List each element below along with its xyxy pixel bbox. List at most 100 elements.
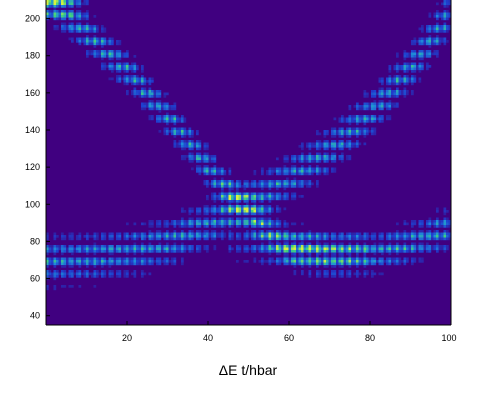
- heatmap-cell: [333, 132, 337, 136]
- heatmap-cell: [308, 152, 312, 156]
- heatmap-cell: [86, 17, 89, 21]
- heatmap-cell: [346, 157, 349, 161]
- heatmap-cell: [238, 247, 242, 251]
- heatmap-cell: [156, 235, 159, 238]
- heatmap-cell: [73, 272, 77, 276]
- heatmap-cell: [316, 272, 319, 276]
- heatmap-cell: [421, 237, 424, 241]
- heatmap-cell: [126, 235, 129, 238]
- heatmap-cell: [268, 240, 272, 243]
- heatmap-cell: [271, 170, 274, 173]
- heatmap-cell: [211, 182, 214, 186]
- heatmap-cell: [208, 167, 212, 171]
- heatmap-cell: [148, 92, 152, 96]
- heatmap-cell: [446, 225, 449, 228]
- heatmap-cell: [326, 160, 329, 163]
- heatmap-cell: [298, 245, 302, 248]
- heatmap-cell: [298, 170, 302, 173]
- heatmap-cell: [371, 260, 374, 263]
- heatmap-cell: [336, 132, 339, 136]
- heatmap-cell: [301, 170, 304, 173]
- heatmap-cell: [271, 197, 274, 201]
- heatmap-cell: [166, 92, 169, 96]
- heatmap-cell: [61, 10, 64, 13]
- heatmap-cell: [103, 245, 107, 248]
- heatmap-cell: [171, 132, 174, 136]
- heatmap-cell: [108, 272, 112, 276]
- heatmap-cell: [393, 75, 397, 78]
- heatmap-cell: [158, 115, 162, 118]
- heatmap-cell: [91, 52, 94, 56]
- heatmap-cell: [61, 257, 64, 261]
- heatmap-cell: [151, 90, 154, 93]
- heatmap-cell: [48, 15, 52, 18]
- heatmap-cell: [111, 52, 114, 56]
- heatmap-cell: [431, 27, 434, 31]
- heatmap-cell: [66, 0, 69, 3]
- heatmap-cell: [293, 255, 297, 258]
- heatmap-cell: [306, 172, 309, 176]
- heatmap-cell: [343, 132, 347, 136]
- heatmap-cell: [253, 220, 257, 223]
- heatmap-cell: [66, 2, 69, 6]
- heatmap-cell: [108, 67, 112, 71]
- heatmap-cell: [323, 265, 327, 268]
- heatmap-cell: [433, 50, 437, 53]
- heatmap-cell: [318, 170, 322, 173]
- heatmap-cell: [338, 245, 342, 248]
- heatmap-cell: [268, 180, 272, 183]
- heatmap-cell: [356, 122, 359, 126]
- heatmap-cell: [331, 167, 334, 171]
- heatmap-cell: [208, 220, 212, 223]
- heatmap-cell: [316, 257, 319, 261]
- x-tick-label: 40: [203, 333, 213, 343]
- heatmap-cell: [93, 35, 97, 38]
- heatmap-cell: [103, 235, 107, 238]
- heatmap-cell: [61, 275, 64, 278]
- heatmap-cell: [261, 185, 264, 188]
- heatmap-cell: [131, 80, 134, 83]
- heatmap-cell: [63, 235, 67, 238]
- heatmap-cell: [258, 250, 262, 253]
- heatmap-cell: [281, 185, 284, 188]
- heatmap-cell: [86, 247, 89, 251]
- heatmap-cell: [278, 230, 282, 233]
- heatmap-cell: [428, 42, 432, 46]
- heatmap-cell: [346, 127, 349, 131]
- heatmap-cell: [221, 205, 224, 208]
- heatmap-cell: [436, 232, 439, 236]
- heatmap-cell: [173, 262, 177, 266]
- heatmap-cell: [323, 257, 327, 261]
- heatmap-cell: [78, 285, 82, 288]
- heatmap-cell: [348, 235, 352, 238]
- heatmap-cell: [263, 195, 267, 198]
- heatmap-cell: [123, 67, 127, 71]
- heatmap-cell: [46, 237, 49, 241]
- heatmap-cell: [156, 95, 159, 98]
- heatmap-cell: [396, 245, 399, 248]
- heatmap-cell: [253, 245, 257, 248]
- heatmap-cell: [353, 247, 357, 251]
- heatmap-cell: [191, 230, 194, 233]
- heatmap-cell: [138, 82, 142, 86]
- heatmap-cell: [141, 222, 144, 226]
- heatmap-cell: [106, 250, 109, 253]
- heatmap-cell: [116, 237, 119, 241]
- heatmap-cell: [368, 107, 372, 111]
- heatmap-cell: [146, 260, 149, 263]
- heatmap-cell: [373, 100, 377, 103]
- heatmap-cell: [353, 127, 357, 131]
- heatmap-cell: [178, 245, 182, 248]
- heatmap-cell: [158, 257, 162, 261]
- heatmap-cell: [71, 262, 74, 266]
- heatmap-cell: [276, 235, 279, 238]
- heatmap-cell: [88, 27, 92, 31]
- heatmap-cell: [218, 167, 222, 171]
- heatmap-cell: [288, 262, 292, 266]
- heatmap-cell: [71, 285, 74, 288]
- heatmap-cell: [61, 270, 64, 273]
- heatmap-cell: [316, 165, 319, 168]
- heatmap-cell: [301, 240, 304, 243]
- heatmap-cell: [273, 250, 277, 253]
- heatmap-cell: [98, 247, 102, 251]
